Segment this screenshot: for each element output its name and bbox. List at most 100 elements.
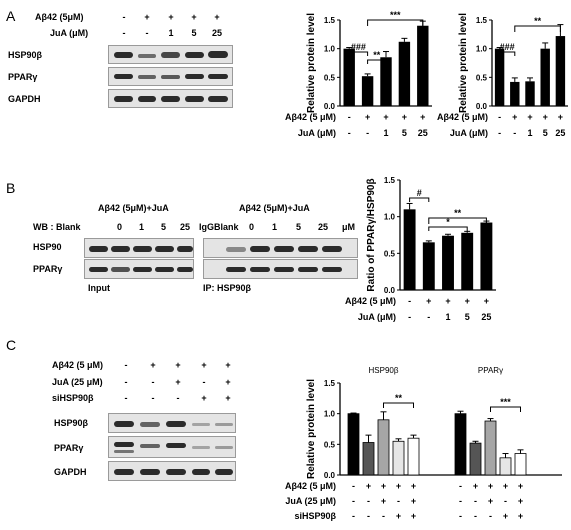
significance-bracket xyxy=(514,25,561,32)
blot-c-ppar xyxy=(108,436,236,458)
y-axis-label: Relative protein level xyxy=(306,13,317,113)
significance-bracket xyxy=(367,19,424,26)
treat-cell: 25 xyxy=(211,28,222,38)
condition-cell: + xyxy=(396,511,401,521)
condition-cell: + xyxy=(383,112,388,122)
bar xyxy=(343,48,355,106)
condition-cell: + xyxy=(411,481,416,491)
condition-cell: + xyxy=(527,112,532,122)
blot-label-ppar: PPARγ xyxy=(8,72,38,82)
condition-cell: + xyxy=(503,481,508,491)
significance-bracket xyxy=(383,402,414,408)
treatment-label-jua: JuA (25 μM) xyxy=(52,377,103,387)
significance-bracket xyxy=(409,197,430,202)
blot-a-gapdh xyxy=(108,89,233,108)
treat-cell: + xyxy=(201,360,207,370)
condition-cell: + xyxy=(518,511,523,521)
significance-label: # xyxy=(417,188,422,198)
condition-cell: + xyxy=(484,296,489,306)
y-tick-label: 0.0 xyxy=(384,286,396,295)
lane-label: 5 xyxy=(161,222,167,232)
panel-letter-b: B xyxy=(6,180,16,196)
condition-cell: - xyxy=(348,128,351,138)
blot-label-hsp90b: HSP90β xyxy=(8,50,43,60)
condition-cell: - xyxy=(498,112,501,122)
condition-cell: - xyxy=(474,511,477,521)
condition-cell: - xyxy=(498,128,501,138)
condition-row-label: JuA (25 μM) xyxy=(285,496,336,506)
significance-label: ** xyxy=(373,50,381,60)
condition-cell: 25 xyxy=(418,128,428,138)
condition-cell: + xyxy=(396,481,401,491)
lane-label: μM xyxy=(342,222,356,232)
treat-cell: - xyxy=(122,12,126,22)
chart-c: 0.0 0.5 1.0 1.5 Relative protein level HSP90β… xyxy=(285,366,562,521)
treat-cell: + xyxy=(225,360,231,370)
treat-cell: + xyxy=(168,12,174,22)
condition-cell: + xyxy=(518,481,523,491)
treat-cell: + xyxy=(225,393,231,403)
condition-row-label: Aβ42 (5 μM) xyxy=(437,112,488,122)
treat-cell: 5 xyxy=(191,28,197,38)
blot-a-hsp90b xyxy=(108,45,233,64)
condition-row-label: Aβ42 (5 μM) xyxy=(345,296,396,306)
condition-cell: 5 xyxy=(543,128,548,138)
bar xyxy=(392,440,405,476)
condition-cell: - xyxy=(408,296,411,306)
bar xyxy=(555,36,566,107)
condition-cell: 5 xyxy=(465,312,470,322)
lane-label: 1 xyxy=(139,222,145,232)
y-tick-label: 0.0 xyxy=(324,471,336,480)
condition-cell: - xyxy=(504,496,507,506)
group-label: HSP90β xyxy=(369,366,399,375)
blot-label-ppar: PPARγ xyxy=(54,443,84,453)
bar xyxy=(480,222,493,290)
treat-cell: + xyxy=(201,393,207,403)
condition-cell: + xyxy=(518,496,523,506)
bar xyxy=(484,420,497,476)
treat-cell: + xyxy=(175,377,181,387)
treat-cell: - xyxy=(176,393,180,403)
bar xyxy=(499,457,512,476)
condition-cell: - xyxy=(408,312,411,322)
treat-cell: - xyxy=(151,393,155,403)
blot-label-gapdh: GAPDH xyxy=(54,467,87,477)
blot-label-gapdh: GAPDH xyxy=(8,94,41,104)
lane-label: 0 xyxy=(249,222,255,232)
condition-cell: - xyxy=(513,128,516,138)
blot-a-ppar xyxy=(108,67,233,86)
treat-cell: - xyxy=(124,377,128,387)
y-tick-label: 1.5 xyxy=(384,176,396,185)
treat-cell: - xyxy=(124,360,128,370)
coip-header-right: Aβ42 (5μM)+JuA xyxy=(239,203,310,213)
condition-row-label: Aβ42 (5 μM) xyxy=(285,112,336,122)
significance-label: *** xyxy=(500,397,511,407)
bar xyxy=(510,81,520,106)
significance-bracket xyxy=(499,51,516,56)
y-axis-label: Ratio of PPARγ/HSP90β xyxy=(366,178,377,291)
bar xyxy=(362,442,375,476)
treat-cell: + xyxy=(214,12,220,22)
y-tick-label: 0.5 xyxy=(384,249,396,258)
bar xyxy=(442,235,454,290)
bar xyxy=(525,81,535,106)
condition-row-label: JuA (μM) xyxy=(298,128,336,138)
y-tick-label: 0.5 xyxy=(476,73,488,82)
treatment-label-abeta: Aβ42 (5 μM) xyxy=(52,360,104,370)
condition-cell: + xyxy=(420,112,425,122)
condition-cell: - xyxy=(474,496,477,506)
panel-letter-a: A xyxy=(6,8,16,24)
lane-label: Blank xyxy=(214,222,239,232)
condition-cell: + xyxy=(445,296,450,306)
condition-row-label: JuA (μM) xyxy=(450,128,488,138)
y-tick-label: 1.0 xyxy=(476,45,488,54)
condition-row-label: Aβ42 (5 μM) xyxy=(285,481,336,491)
treat-cell: + xyxy=(175,360,181,370)
y-tick-label: 1.5 xyxy=(324,379,336,388)
condition-cell: + xyxy=(488,496,493,506)
condition-cell: - xyxy=(367,511,370,521)
lane-label: WB : Blank xyxy=(33,222,81,232)
treat-cell: + xyxy=(225,377,231,387)
bar xyxy=(347,413,360,476)
